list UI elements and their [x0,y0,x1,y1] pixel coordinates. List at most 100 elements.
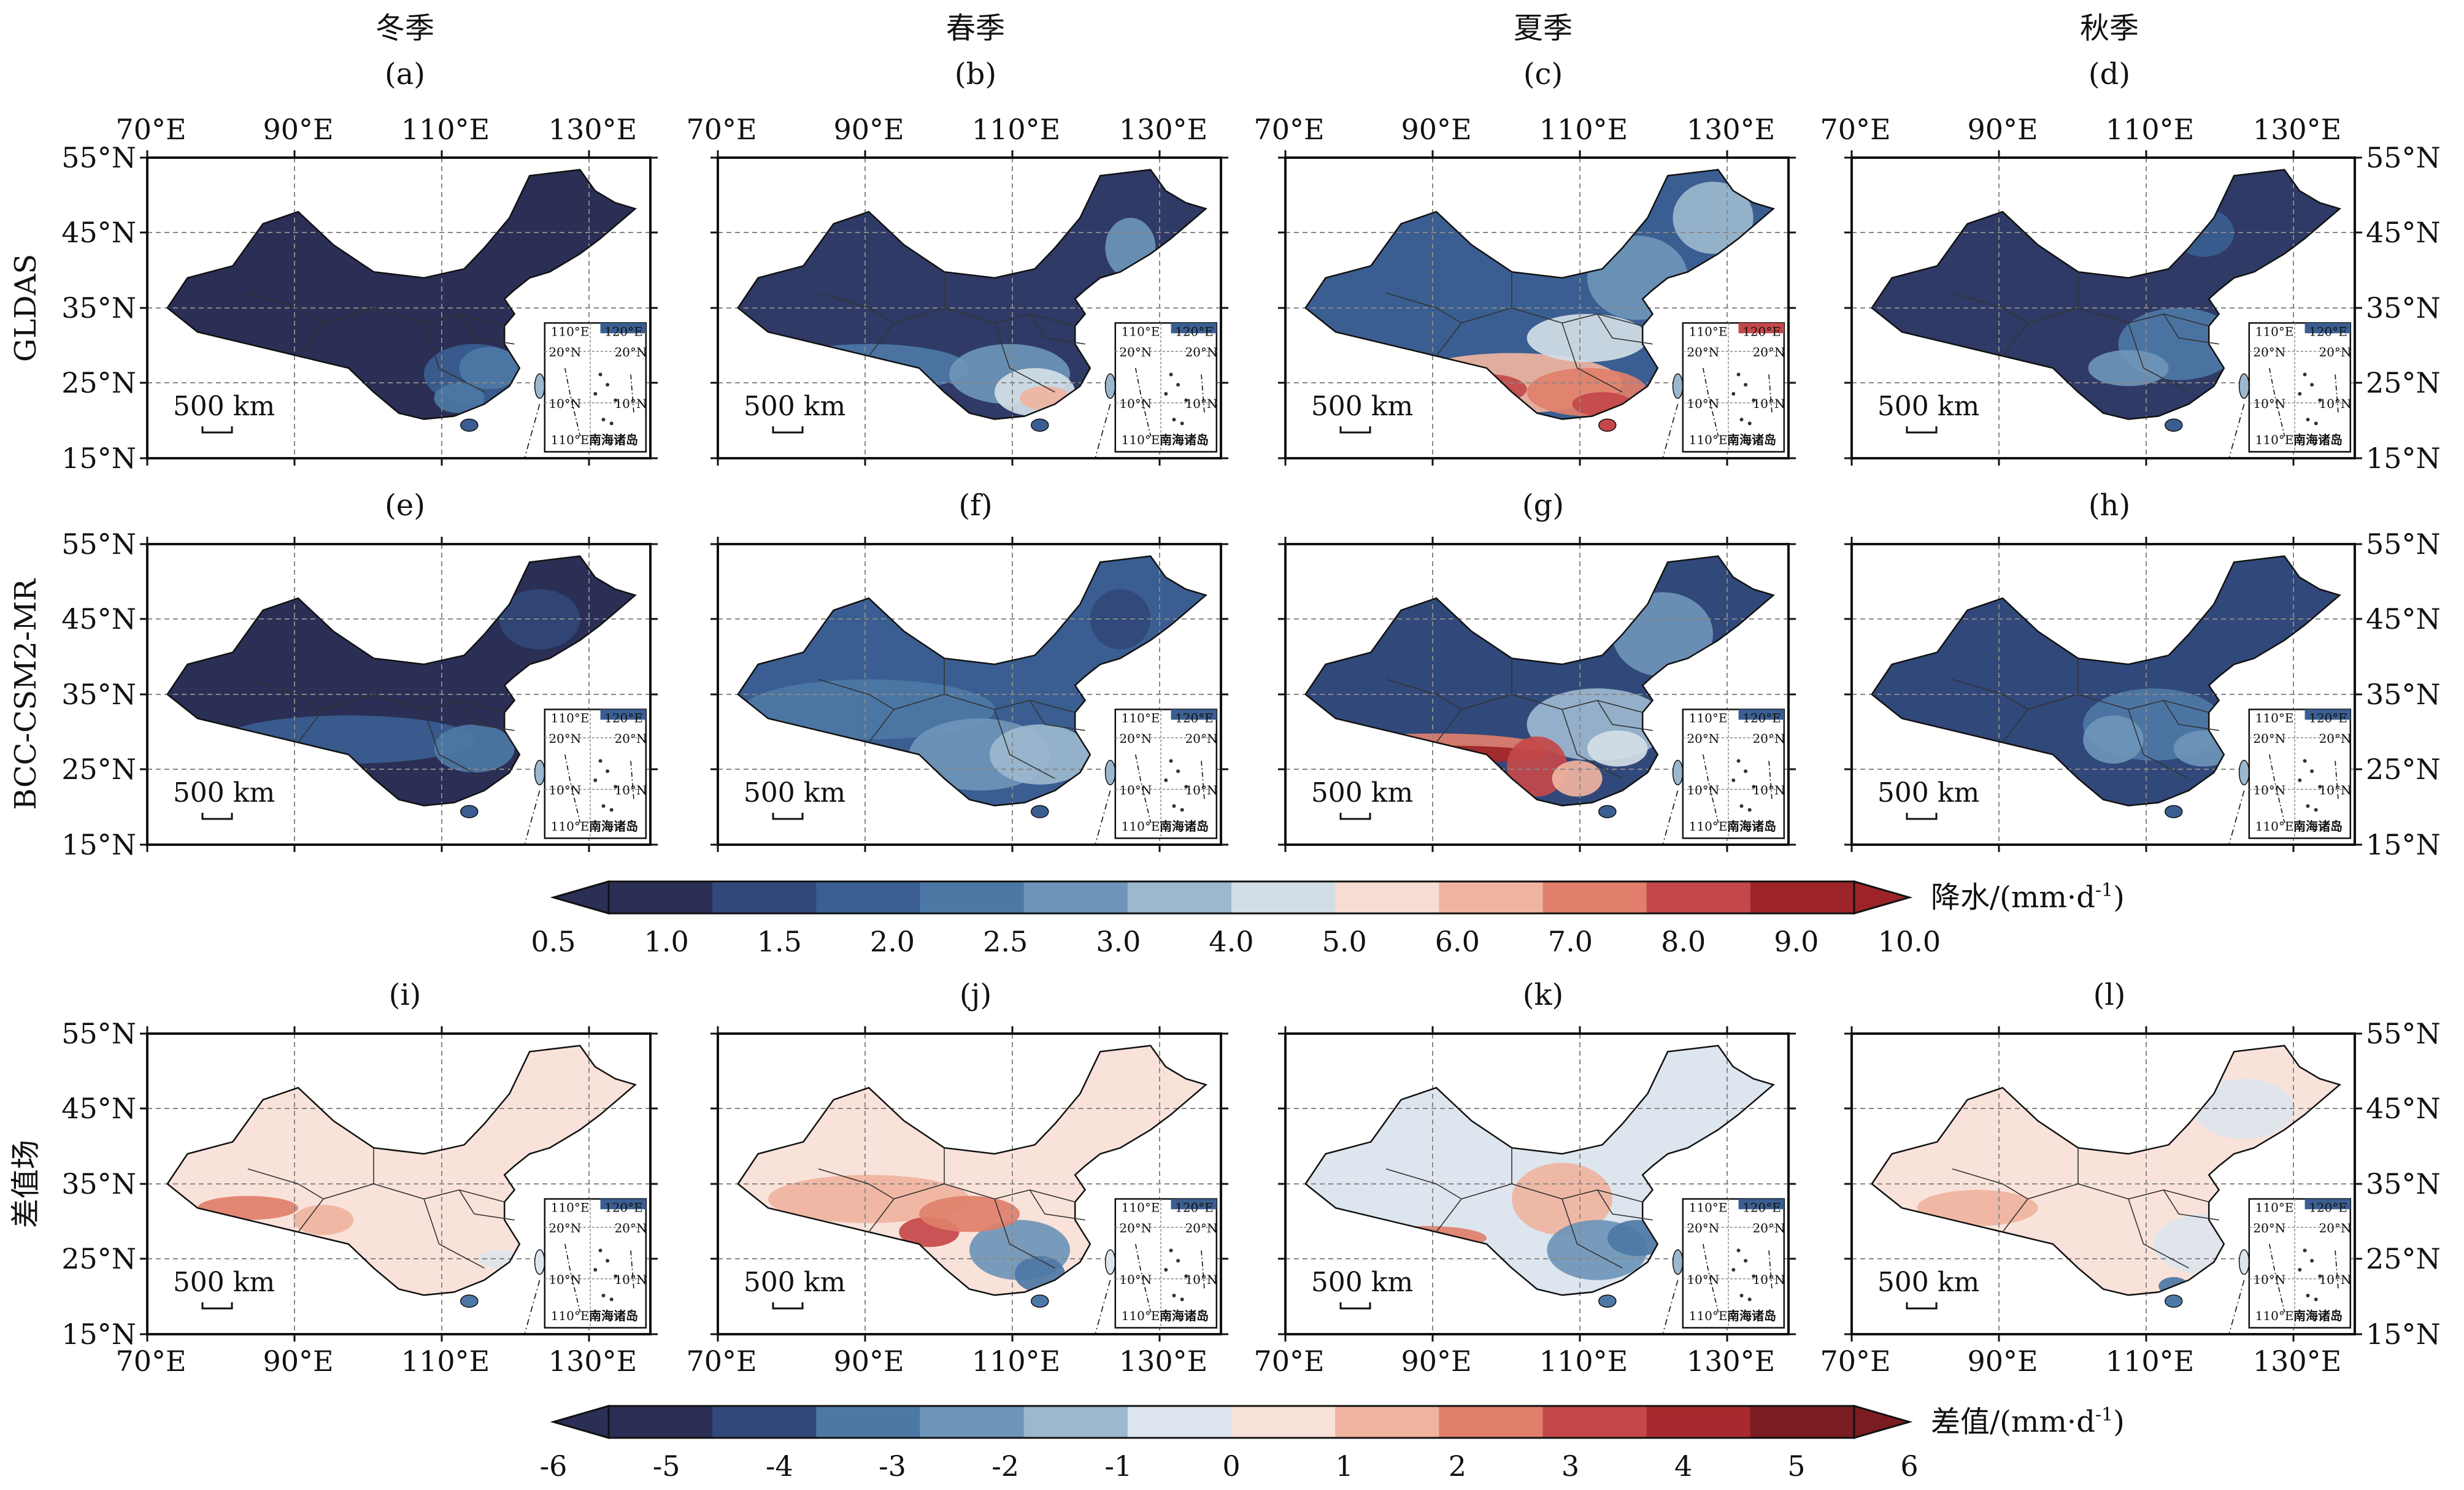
scale-bar: 500 km [1311,777,1413,820]
inset-frame [1682,322,1785,453]
inset-lat-label: 20°N [2253,1221,2285,1235]
row-label-group: BCC-CSM2-MR [9,578,43,810]
inset-lat-label: 20°N [549,1221,581,1235]
colorbar-extend-high [1853,1405,1913,1439]
inset-boundary [2269,367,2339,437]
inset-lat-label: 20°N [1119,345,1152,359]
inset-island [1752,785,1756,789]
row-label: GLDAS [9,254,43,362]
inset-island [1731,1268,1736,1272]
inset-coast [2304,1199,2350,1210]
row-labels: GLDAS BCC-CSM2-MR 差值场 [9,254,43,1228]
inset-lat-label: 20°N [2253,345,2285,359]
inset-lon-label: 120°E [2309,324,2347,339]
scale-bar: 500 km [173,1267,275,1310]
basin-boundary [1596,700,1653,731]
inset-lon-label: 120°E [2309,1200,2347,1215]
colorbar-label-text: 差值/(mm·d [1931,1405,2095,1439]
inset-island [1180,1297,1184,1302]
inset-lat-label: 20°N [1185,345,1218,359]
inset-island [601,418,606,421]
lat-tick-label: 15°N [2366,1318,2441,1351]
colorbar-tick-label: 3.0 [1096,925,1141,958]
inset-lat-label: 20°N [615,731,647,746]
colorbar-swatch [920,881,1025,913]
scale-bar-line [1906,426,1938,434]
scale-bar-label: 500 km [173,391,275,422]
inset-island [1169,372,1173,377]
map-panels: 110°E 120°E 20°N 20°N 10°N 10°N 110°E 南海诸岛 500 k… [61,113,2441,1378]
lat-tick-label: 55°N [61,1017,136,1050]
panel-letter: (e) [385,488,425,523]
inset-island [1180,808,1184,812]
basin-boundary [298,307,505,356]
inset-coast [1171,709,1217,720]
inset-island [614,1274,618,1278]
lon-tick-label: 130°E [549,1345,637,1378]
inset-lat-label: 10°N [1119,783,1152,797]
lat-tick-label: 15°N [2366,828,2441,861]
inset-boundary [1135,1243,1205,1313]
lon-tick-label: 130°E [549,113,637,146]
inset-frame [1682,709,1785,839]
field-contour [2193,1078,2295,1139]
inset-lon-label: 120°E [604,1200,643,1215]
inset-lat-label: 20°N [615,345,647,359]
row-label-group: 差值场 [9,1140,43,1228]
inset-boundary [1703,1243,1773,1313]
season-titles: 冬季 春季 夏季 秋季 [375,11,2139,45]
lon-tick-label: 90°E [833,113,904,146]
lon-tick-label: 130°E [2253,1345,2341,1378]
inset-island [2318,1274,2322,1278]
inset-coast [1171,1199,1217,1210]
hainan-island [1598,1294,1617,1308]
scale-bar: 500 km [744,1267,845,1310]
taiwan-island [534,1249,545,1275]
inset-lat-label: 20°N [1687,731,1719,746]
colorbar-swatch [1127,881,1232,913]
field-contour [293,1205,354,1235]
scale-bar-label: 500 km [1311,777,1413,808]
colorbar-swatch [920,1406,1025,1438]
colorbar-swatch [1750,881,1855,913]
field-contour [1587,730,1648,767]
lat-tick-label: 25°N [61,1242,136,1275]
colorbar-extend-high [1853,880,1913,915]
inset-lon-label: 110°E [1122,1308,1160,1323]
inset-frame [1114,1198,1218,1329]
inset-lat-label: 20°N [2319,1221,2352,1235]
scale-bar-label: 500 km [1877,391,1979,422]
panel-letters: (a) (b) (c) (d) (e) (f) (g) (h) (i) (j) (k) (l) [385,57,2130,1012]
field-contour [1673,182,1754,254]
inset-lat-label: 20°N [1185,1221,1218,1235]
inset-lat-label: 10°N [615,396,647,411]
inset-island [598,759,603,763]
colorbar-swatch [1542,881,1647,913]
inset-island [1731,778,1736,782]
hainan-island [1598,805,1617,818]
colorbar-swatch [1646,881,1751,913]
inset-island [2298,1268,2302,1272]
colorbar-swatch [712,881,817,913]
inset-coast [1738,1199,1784,1210]
inset-island [1747,808,1752,812]
inset-coast [1738,709,1784,720]
field-contour [434,383,485,413]
inset-name: 南海诸岛 [589,819,638,834]
taiwan-island [1672,1249,1684,1275]
scale-bar-label: 500 km [1311,391,1413,422]
scale-bar-line [772,1302,804,1310]
colorbar-swatch [1439,1406,1543,1438]
field-contour [1552,760,1603,797]
lon-tick-label: 90°E [263,1345,333,1378]
basin-boundary [868,307,1076,356]
inset-island [2310,769,2314,774]
inset-boundary [564,367,634,437]
scale-bar: 500 km [744,391,845,434]
taiwan-island [2238,759,2250,786]
maritime-boundary [2228,1280,2245,1335]
inset-lon-label: 110°E [1689,711,1728,726]
